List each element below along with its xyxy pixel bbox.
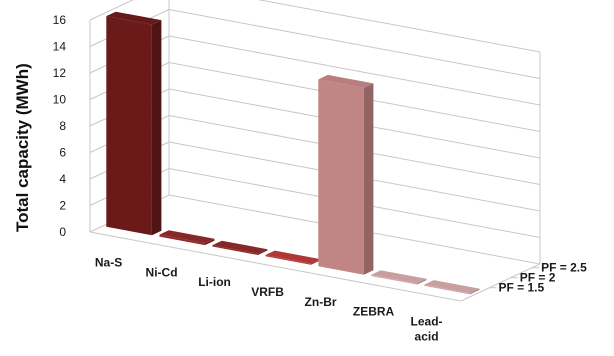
category-label: Ni-Cd xyxy=(146,265,178,279)
y-tick-label: 6 xyxy=(59,146,66,160)
category-label-line: ZEBRA xyxy=(353,305,395,319)
bar-side-face xyxy=(310,259,321,265)
bar-vrfb xyxy=(265,250,321,265)
category-label-line: Ni-Cd xyxy=(146,265,178,279)
category-label-line: Na-S xyxy=(95,255,122,269)
bar-side-face xyxy=(204,238,215,246)
category-label-line: acid xyxy=(415,330,439,344)
bar-li-ion xyxy=(212,240,268,255)
category-label-line: Zn-Br xyxy=(305,295,337,309)
bars xyxy=(106,11,480,295)
bar-front-face xyxy=(159,234,205,246)
category-label-line: Lead- xyxy=(411,315,443,329)
bar-front-face xyxy=(106,16,152,236)
y-tick-label: 12 xyxy=(53,66,67,80)
bar-front-face xyxy=(212,245,258,255)
y-tick-label: 4 xyxy=(59,172,66,186)
category-label: Lead-acid xyxy=(411,315,443,344)
series-label: PF = 2 xyxy=(520,271,556,285)
back-wall-gridline xyxy=(168,35,541,106)
category-label: Na-S xyxy=(95,255,122,269)
bar-top-face xyxy=(106,11,162,25)
bar-top-face xyxy=(265,250,321,264)
bar-zebra xyxy=(371,270,427,285)
y-tick-label: 14 xyxy=(53,40,67,54)
y-tick-label: 2 xyxy=(59,199,66,213)
series-labels: PF = 1.5PF = 2PF = 2.5 xyxy=(489,261,587,295)
bar-front-face xyxy=(265,255,311,265)
bar-top-face xyxy=(371,270,427,284)
side-wall-gridline xyxy=(89,0,134,21)
bar-top-face xyxy=(212,240,268,254)
floor-right-edge xyxy=(460,263,541,302)
back-wall-gridline xyxy=(168,9,541,79)
category-labels: Na-S Ni-Cd Li-ion VRFB Zn-Br ZEBRA Lead-acid xyxy=(95,255,443,343)
bar-lead-acid xyxy=(424,280,480,295)
bar-na-s xyxy=(106,11,162,236)
bar-front-face xyxy=(424,284,470,295)
y-axis-ticks: 0 2 4 6 8 10 12 14 16 xyxy=(53,13,67,239)
bar-side-face xyxy=(151,20,162,236)
bar-zn-br xyxy=(318,74,374,275)
category-label: ZEBRA xyxy=(353,305,395,319)
y-tick-label: 8 xyxy=(59,119,66,133)
bar-front-face xyxy=(318,79,364,275)
category-label-line: Li-ion xyxy=(198,275,231,289)
y-tick-label: 0 xyxy=(59,225,66,239)
bar-side-face xyxy=(257,249,268,255)
bar-top-face xyxy=(159,230,215,244)
back-wall-gridline xyxy=(257,0,541,53)
category-label: Li-ion xyxy=(198,275,231,289)
y-axis-label: Total capacity (MWh) xyxy=(13,63,32,232)
category-label: VRFB xyxy=(251,285,284,299)
bar-ni-cd xyxy=(159,230,215,246)
category-label: Zn-Br xyxy=(305,295,337,309)
y-tick-label: 16 xyxy=(53,13,67,27)
series-label: PF = 1.5 xyxy=(498,281,544,295)
y-tick-label: 10 xyxy=(53,93,67,107)
chart-walls xyxy=(89,0,541,302)
bar-side-face xyxy=(416,278,427,285)
bar-side-face xyxy=(469,288,480,295)
bar-top-face xyxy=(318,74,374,88)
bar-top-face xyxy=(424,280,480,294)
bar-side-face xyxy=(363,83,374,275)
bar-front-face xyxy=(371,274,417,285)
category-label-line: VRFB xyxy=(251,285,284,299)
series-label: PF = 2.5 xyxy=(541,261,587,275)
floor-front-edge xyxy=(89,231,462,302)
